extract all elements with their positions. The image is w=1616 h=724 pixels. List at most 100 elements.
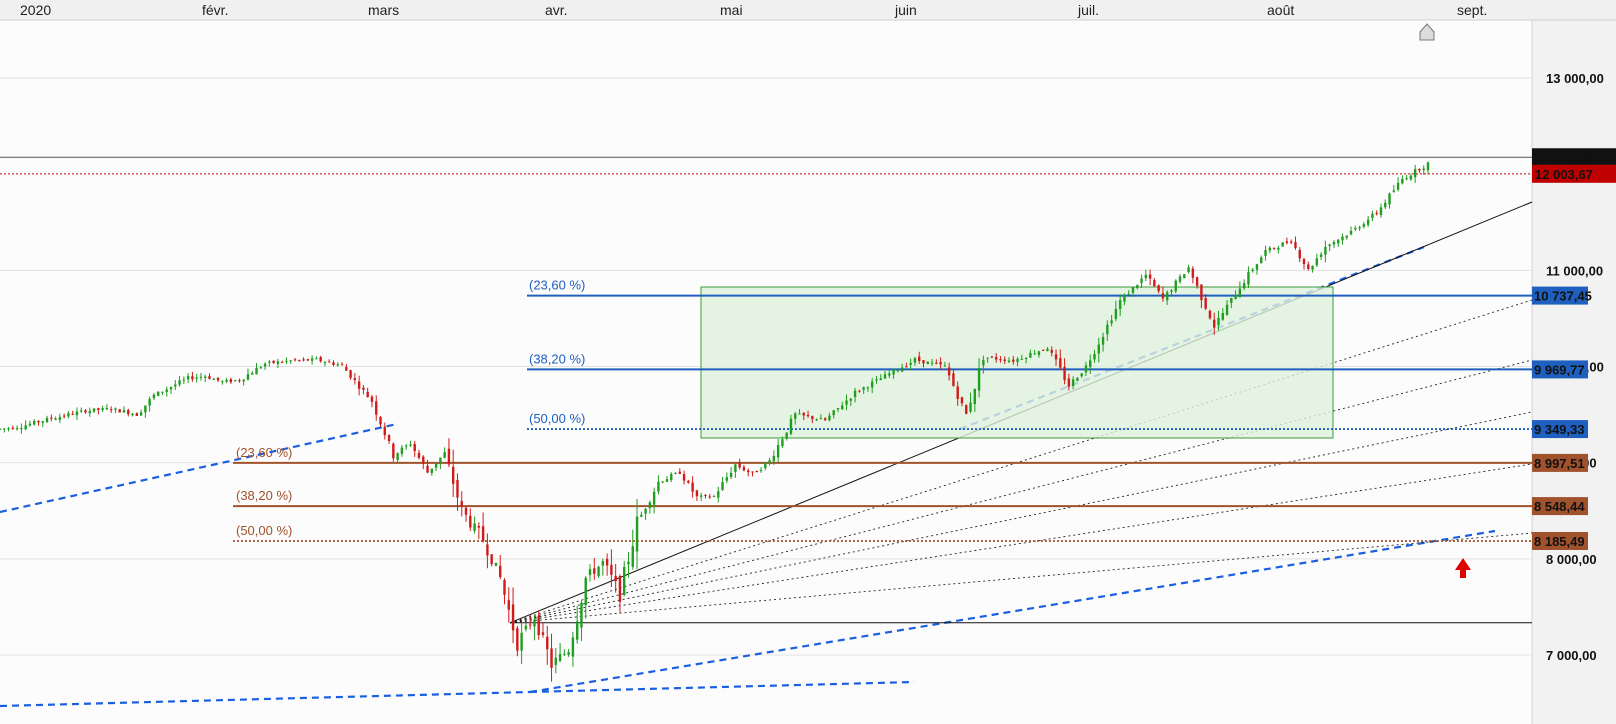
candle-body-108 — [460, 501, 463, 507]
candle-body-149 — [635, 516, 639, 552]
candle-26 — [109, 406, 113, 414]
candle-16 — [67, 411, 70, 419]
candle-body-186 — [794, 413, 797, 419]
candle-37 — [156, 391, 160, 397]
candle-body-257 — [1097, 344, 1100, 354]
candle-body-272 — [1161, 293, 1165, 299]
candle-body-92 — [392, 443, 395, 459]
candle-288 — [1230, 297, 1233, 309]
candle-169 — [721, 476, 724, 491]
candle-body-114 — [486, 544, 489, 556]
candle-260 — [1110, 314, 1113, 327]
candle-body-147 — [627, 561, 630, 565]
candle-248 — [1059, 349, 1062, 370]
candle-body-104 — [443, 451, 446, 458]
candle-182 — [776, 438, 780, 463]
time-axis[interactable] — [0, 0, 1616, 20]
candle-body-251 — [1071, 379, 1075, 386]
candle-body-72 — [306, 359, 310, 361]
candle-body-207 — [883, 374, 887, 379]
candle-body-217 — [926, 361, 929, 365]
candle-269 — [1148, 269, 1152, 286]
candle-81 — [345, 363, 348, 371]
candle-body-59 — [251, 373, 254, 375]
candle-102 — [434, 463, 438, 472]
candle-23 — [97, 407, 100, 415]
markers — [1419, 23, 1471, 578]
y-tick-label-5: 7 000,00 — [1546, 648, 1597, 663]
candle-body-121 — [516, 628, 519, 651]
candle-235 — [1003, 356, 1006, 365]
candle-135 — [575, 606, 579, 644]
price-badges: 12 175,78 12 003,67 — [0, 148, 1616, 183]
candle-body-55 — [233, 380, 237, 382]
candle-218 — [930, 358, 934, 367]
candle-84 — [357, 375, 361, 396]
candle-body-102 — [434, 463, 438, 468]
candle-253 — [1080, 372, 1083, 378]
fan-line-4 — [509, 532, 1533, 624]
candle-body-135 — [575, 621, 579, 640]
candle-body-177 — [755, 471, 758, 473]
trend-line-bottom-ext — [529, 680, 915, 694]
candle-208 — [888, 370, 891, 379]
candle-262 — [1118, 294, 1122, 317]
candle-body-143 — [610, 564, 613, 575]
candle-body-171 — [729, 472, 733, 477]
candle-body-45 — [191, 376, 194, 380]
candle-body-48 — [204, 376, 207, 378]
candle-body-267 — [1140, 278, 1143, 284]
candle-57 — [242, 379, 245, 386]
candle-body-148 — [631, 546, 634, 567]
candle-body-1 — [3, 428, 6, 430]
candle-282 — [1204, 294, 1207, 310]
candle-body-309 — [1319, 254, 1323, 258]
candle-255 — [1089, 354, 1092, 374]
candle-202 — [862, 386, 865, 394]
candle-108 — [460, 491, 463, 517]
candle-body-32 — [135, 413, 139, 416]
candle-body-42 — [178, 380, 181, 385]
candle-body-109 — [464, 507, 468, 515]
candle-216 — [922, 360, 925, 368]
candle-307 — [1311, 265, 1314, 273]
candle-body-58 — [246, 374, 250, 380]
candle-body-327 — [1396, 182, 1400, 190]
candle-89 — [379, 416, 382, 427]
candle-239 — [1020, 354, 1024, 360]
candle-123 — [524, 623, 528, 632]
candle-178 — [759, 467, 763, 473]
candle-body-214 — [913, 358, 917, 363]
candle-0 — [0, 428, 2, 430]
candle-196 — [836, 407, 840, 413]
trend-lines[interactable] — [0, 201, 1533, 708]
candle-333 — [1422, 165, 1425, 175]
candle-6 — [24, 420, 27, 431]
candle-body-96 — [409, 444, 412, 446]
candle-60 — [255, 363, 258, 375]
fibonacci-levels[interactable]: (23,60 %) 10 737,45 (38,20 %) 9 969,77 (50,0… — [233, 278, 1592, 550]
candle-106 — [451, 449, 455, 498]
candle-159 — [678, 468, 681, 475]
candle-171 — [729, 467, 733, 479]
candle-259 — [1106, 320, 1109, 341]
candle-64 — [272, 360, 275, 364]
candle-334 — [1426, 161, 1430, 175]
candle-body-77 — [328, 361, 331, 363]
candle-body-124 — [528, 624, 532, 626]
candle-body-278 — [1187, 267, 1190, 273]
candle-body-211 — [900, 367, 904, 372]
candle-body-73 — [310, 358, 314, 361]
candle-188 — [802, 412, 805, 421]
candle-body-228 — [973, 388, 977, 405]
candle-body-156 — [665, 479, 669, 482]
candle-18 — [75, 407, 79, 420]
candle-body-65 — [276, 361, 280, 364]
candle-65 — [276, 358, 280, 369]
candle-body-322 — [1375, 212, 1378, 214]
candle-313 — [1337, 238, 1340, 247]
candle-body-311 — [1328, 244, 1331, 246]
candle-body-330 — [1409, 175, 1413, 180]
fan-line-2 — [509, 411, 1533, 624]
candle-body-326 — [1392, 190, 1395, 192]
